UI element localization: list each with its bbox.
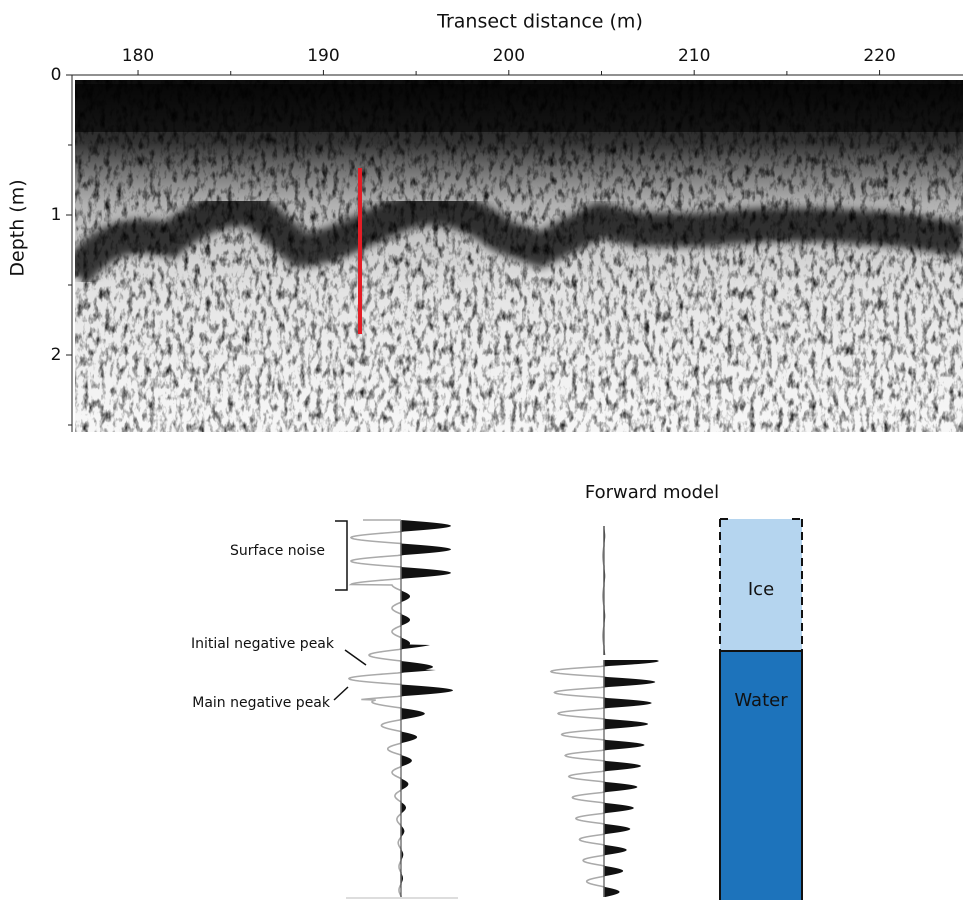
annotation: Main negative peak [192,695,331,711]
x-axis-label: Transect distance (m) [436,11,643,33]
ice-border [719,518,803,651]
x-tick-label: 210 [678,46,710,66]
y-axis-label: Depth (m) [7,179,29,276]
ice-layer [720,519,802,651]
x-tick-label: 180 [122,46,154,66]
arrow [333,686,349,701]
annotation: Surface noise [230,543,325,559]
annotation: Initial negative peak [191,636,335,652]
wiggle-negative [549,660,605,897]
bracket [335,520,348,591]
y-tick-label: 2 [51,345,62,365]
y-tick-label: 1 [51,205,62,225]
arrow [344,649,367,666]
x-tick-label: 200 [493,46,525,66]
layer-label: Water [734,690,788,711]
x-tick-label: 220 [863,46,895,66]
y-tick-label: 0 [51,65,62,85]
radargram-image [75,80,963,432]
wiggle-positive [401,520,453,897]
water-layer [719,650,803,900]
layer-label: Ice [748,579,774,600]
x-tick-label: 190 [307,46,339,66]
model-title: Forward model [585,482,719,503]
wiggle-negative [347,520,402,897]
wiggle-positive [604,660,659,897]
